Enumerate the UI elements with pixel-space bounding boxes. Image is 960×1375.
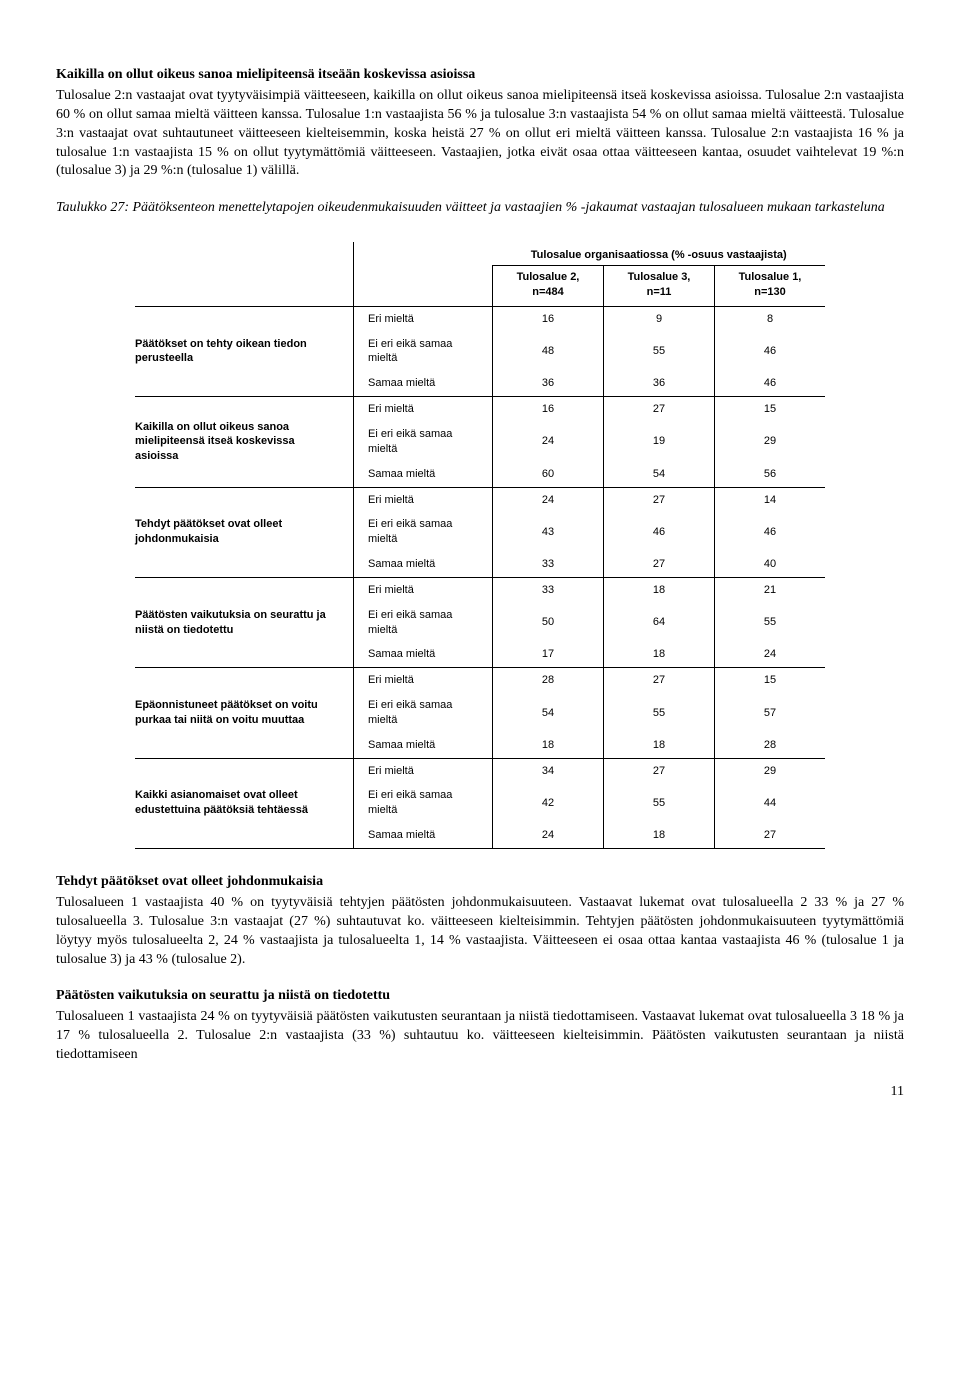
cell-value: 27 bbox=[604, 487, 715, 512]
cell-value: 24 bbox=[715, 642, 826, 667]
cell-value: 33 bbox=[493, 552, 604, 577]
page-number: 11 bbox=[56, 1083, 904, 1102]
cell-value: 46 bbox=[604, 512, 715, 552]
cell-value: 34 bbox=[493, 758, 604, 783]
cell-value: 50 bbox=[493, 603, 604, 643]
group-label: Kaikilla on ollut oikeus sanoa mielipite… bbox=[135, 397, 354, 487]
cell-value: 8 bbox=[715, 306, 826, 331]
cell-value: 15 bbox=[715, 397, 826, 422]
cell-value: 18 bbox=[493, 733, 604, 758]
cell-value: 18 bbox=[604, 577, 715, 602]
cell-value: 64 bbox=[604, 603, 715, 643]
table-span-header: Tulosalue organisaatiossa (% -osuus vast… bbox=[493, 242, 826, 265]
paragraph-3: Tulosalueen 1 vastaajista 24 % on tyytyv… bbox=[56, 1008, 904, 1065]
cell-value: 27 bbox=[604, 668, 715, 693]
cell-value: 28 bbox=[715, 733, 826, 758]
response-label: Eri mieltä bbox=[354, 397, 493, 422]
response-label: Samaa mieltä bbox=[354, 823, 493, 848]
cell-value: 43 bbox=[493, 512, 604, 552]
cell-value: 27 bbox=[604, 397, 715, 422]
response-label: Samaa mieltä bbox=[354, 552, 493, 577]
cell-value: 42 bbox=[493, 783, 604, 823]
cell-value: 55 bbox=[715, 603, 826, 643]
cell-value: 46 bbox=[715, 371, 826, 396]
response-label: Ei eri eikä samaa mieltä bbox=[354, 332, 493, 372]
data-table: Tulosalue organisaatiossa (% -osuus vast… bbox=[135, 242, 825, 849]
response-label: Ei eri eikä samaa mieltä bbox=[354, 512, 493, 552]
heading-3: Päätösten vaikutuksia on seurattu ja nii… bbox=[56, 987, 904, 1006]
cell-value: 19 bbox=[604, 422, 715, 462]
response-label: Eri mieltä bbox=[354, 758, 493, 783]
cell-value: 29 bbox=[715, 422, 826, 462]
group-label: Tehdyt päätökset ovat olleet johdonmukai… bbox=[135, 487, 354, 577]
group-label: Epäonnistuneet päätökset on voitu purkaa… bbox=[135, 668, 354, 758]
cell-value: 27 bbox=[715, 823, 826, 848]
group-label: Päätösten vaikutuksia on seurattu ja nii… bbox=[135, 577, 354, 667]
cell-value: 18 bbox=[604, 642, 715, 667]
heading-1: Kaikilla on ollut oikeus sanoa mielipite… bbox=[56, 66, 904, 85]
paragraph-1: Tulosalue 2:n vastaajat ovat tyytyväisim… bbox=[56, 87, 904, 181]
table-caption: Taulukko 27: Päätöksenteon menettelytapo… bbox=[56, 199, 904, 218]
cell-value: 54 bbox=[604, 462, 715, 487]
cell-value: 55 bbox=[604, 783, 715, 823]
response-label: Ei eri eikä samaa mieltä bbox=[354, 422, 493, 462]
cell-value: 55 bbox=[604, 332, 715, 372]
cell-value: 46 bbox=[715, 512, 826, 552]
response-label: Samaa mieltä bbox=[354, 733, 493, 758]
cell-value: 56 bbox=[715, 462, 826, 487]
cell-value: 15 bbox=[715, 668, 826, 693]
cell-value: 21 bbox=[715, 577, 826, 602]
cell-value: 46 bbox=[715, 332, 826, 372]
group-label: Kaikki asianomaiset ovat olleet edustett… bbox=[135, 758, 354, 848]
cell-value: 33 bbox=[493, 577, 604, 602]
group-label: Päätökset on tehty oikean tiedon peruste… bbox=[135, 306, 354, 396]
cell-value: 36 bbox=[493, 371, 604, 396]
response-label: Ei eri eikä samaa mieltä bbox=[354, 783, 493, 823]
cell-value: 27 bbox=[604, 758, 715, 783]
response-label: Samaa mieltä bbox=[354, 642, 493, 667]
cell-value: 9 bbox=[604, 306, 715, 331]
cell-value: 16 bbox=[493, 397, 604, 422]
cell-value: 54 bbox=[493, 693, 604, 733]
response-label: Samaa mieltä bbox=[354, 462, 493, 487]
cell-value: 16 bbox=[493, 306, 604, 331]
col-header-1: Tulosalue 3, n=11 bbox=[604, 266, 715, 307]
cell-value: 44 bbox=[715, 783, 826, 823]
cell-value: 29 bbox=[715, 758, 826, 783]
col-header-2: Tulosalue 1, n=130 bbox=[715, 266, 826, 307]
cell-value: 17 bbox=[493, 642, 604, 667]
heading-2: Tehdyt päätökset ovat olleet johdonmukai… bbox=[56, 873, 904, 892]
cell-value: 36 bbox=[604, 371, 715, 396]
paragraph-2: Tulosalueen 1 vastaajista 40 % on tyytyv… bbox=[56, 894, 904, 970]
cell-value: 24 bbox=[493, 422, 604, 462]
cell-value: 14 bbox=[715, 487, 826, 512]
cell-value: 18 bbox=[604, 733, 715, 758]
cell-value: 48 bbox=[493, 332, 604, 372]
response-label: Eri mieltä bbox=[354, 487, 493, 512]
cell-value: 24 bbox=[493, 823, 604, 848]
response-label: Ei eri eikä samaa mieltä bbox=[354, 693, 493, 733]
cell-value: 55 bbox=[604, 693, 715, 733]
cell-value: 28 bbox=[493, 668, 604, 693]
response-label: Ei eri eikä samaa mieltä bbox=[354, 603, 493, 643]
col-header-0: Tulosalue 2, n=484 bbox=[493, 266, 604, 307]
cell-value: 57 bbox=[715, 693, 826, 733]
response-label: Eri mieltä bbox=[354, 306, 493, 331]
response-label: Eri mieltä bbox=[354, 668, 493, 693]
cell-value: 60 bbox=[493, 462, 604, 487]
response-label: Samaa mieltä bbox=[354, 371, 493, 396]
cell-value: 27 bbox=[604, 552, 715, 577]
cell-value: 40 bbox=[715, 552, 826, 577]
response-label: Eri mieltä bbox=[354, 577, 493, 602]
cell-value: 24 bbox=[493, 487, 604, 512]
cell-value: 18 bbox=[604, 823, 715, 848]
